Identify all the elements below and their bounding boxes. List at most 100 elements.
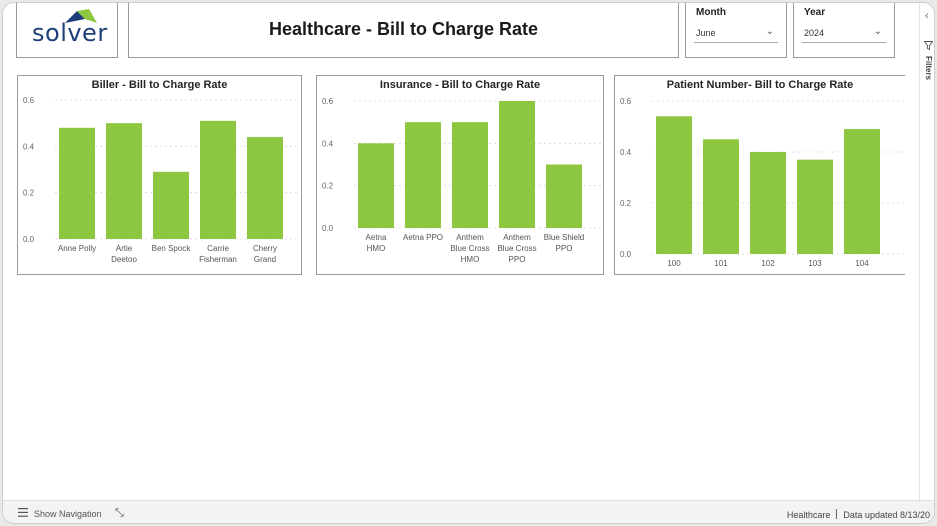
x-tick-label-line: 101 — [714, 259, 728, 268]
x-tick-label-line: Ben Spock — [152, 244, 192, 253]
bar — [656, 116, 692, 254]
bar — [358, 143, 394, 228]
x-tick-label: 102 — [761, 259, 775, 268]
month-dropdown-value: June — [696, 28, 716, 38]
y-tick-label: 0.2 — [322, 182, 334, 191]
y-tick-label: 0.2 — [620, 199, 632, 208]
logo-card: solver — [16, 3, 118, 58]
y-tick-label: 0.4 — [620, 148, 632, 157]
year-dropdown[interactable]: 2024 ⌄ — [802, 23, 886, 43]
x-tick-label: Aetna HMO — [366, 233, 387, 253]
bar — [703, 139, 739, 254]
x-tick-label: 103 — [808, 259, 822, 268]
x-tick-label-line: PPO — [556, 244, 573, 253]
x-tick-label-line: Deetoo — [111, 255, 137, 264]
chart-title: Biller - Bill to Charge Rate — [91, 79, 228, 91]
patient-number-chart-svg: 0.0 0.2 0.4 0.6 100 101 102 103 104 — [620, 97, 905, 268]
x-tick-label-line: Blue Cross — [497, 244, 536, 253]
month-slicer: Month June ⌄ — [685, 3, 787, 58]
filter-icon — [924, 41, 933, 50]
chevron-left-icon[interactable]: ‹ — [925, 10, 929, 22]
x-tick-label-line: 102 — [761, 259, 775, 268]
biller-chart[interactable]: Biller - Bill to Charge Rate 0.0 0.2 0.4 0.… — [17, 75, 302, 275]
x-tick-label-line: Anthem — [503, 233, 531, 242]
logo-mark-icon — [65, 9, 97, 23]
logo-text: solver — [32, 19, 108, 47]
x-tick-label-line: HMO — [367, 244, 386, 253]
x-tick-label-line: Carrie — [207, 244, 229, 253]
insurance-chart[interactable]: Insurance - Bill to Charge Rate 0.0 0.2 0.… — [316, 75, 604, 275]
bar — [405, 122, 441, 228]
y-tick-label: 0.4 — [23, 142, 35, 151]
x-tick-label-line: Blue Cross — [450, 244, 489, 253]
bar — [499, 101, 535, 228]
chart-title: Insurance - Bill to Charge Rate — [379, 79, 541, 91]
page-name: Healthcare — [786, 510, 831, 520]
bar — [452, 122, 488, 228]
x-tick-label-line: Fisherman — [199, 255, 237, 264]
year-slicer: Year 2024 ⌄ — [793, 3, 895, 58]
month-dropdown[interactable]: June ⌄ — [694, 23, 778, 43]
x-tick-label-line: Cherry — [253, 244, 277, 253]
bar — [797, 159, 833, 254]
filters-pane[interactable]: ‹ Filters — [919, 3, 934, 500]
x-tick-label: Anthem Blue Cross PPO — [497, 233, 536, 264]
x-tick-label: 104 — [855, 259, 869, 268]
x-tick-label-line: Artie — [116, 244, 133, 253]
y-tick-label: 0.6 — [620, 97, 632, 106]
title-card: Healthcare - Bill to Charge Rate — [128, 3, 679, 58]
footer-status: Healthcare Data updated 8/13/20 — [787, 509, 930, 520]
y-tick-label: 0.0 — [620, 250, 632, 259]
y-tick-label: 0.2 — [23, 189, 35, 198]
x-tick-label-line: 100 — [667, 259, 681, 268]
data-updated-text: Data updated 8/13/20 — [843, 510, 930, 520]
month-slicer-label: Month — [696, 7, 726, 18]
x-tick-label: Carrie Fisherman — [199, 244, 237, 264]
bottom-bar: Show Navigation ⤡ Healthcare Data updated… — [3, 500, 934, 523]
x-tick-label: Aetna PPO — [403, 233, 443, 242]
y-tick-label: 0.0 — [322, 224, 334, 233]
x-tick-label: Ben Spock — [152, 244, 192, 253]
chevron-down-icon: ⌄ — [873, 26, 882, 37]
x-tick-label-line: Blue Shield — [544, 233, 584, 242]
y-tick-label: 0.6 — [322, 97, 334, 106]
biller-chart-svg: 0.0 0.2 0.4 0.6 Anne Polly Artie Deetoo Ben Spo… — [23, 96, 298, 264]
x-tick-label-line: Anthem — [456, 233, 484, 242]
chart-title: Patient Number- Bill to Charge Rate — [666, 79, 854, 91]
year-dropdown-value: 2024 — [804, 28, 825, 38]
bar — [844, 129, 880, 254]
x-tick-label-line: 104 — [855, 259, 869, 268]
x-tick-label: Cherry Grand — [253, 244, 277, 264]
y-tick-label: 0.6 — [23, 96, 35, 105]
y-tick-label: 0.4 — [322, 139, 334, 148]
filters-label: Filters — [924, 56, 933, 81]
hamburger-menu-icon[interactable] — [18, 508, 28, 517]
bar — [153, 171, 189, 239]
x-tick-label-line: Aetna — [366, 233, 387, 242]
chevron-down-icon: ⌄ — [765, 26, 774, 37]
x-tick-label: Anne Polly — [58, 244, 96, 253]
insurance-chart-svg: 0.0 0.2 0.4 0.6 Aetna HMO Aetna PPO Anthem Blue … — [322, 97, 601, 264]
x-tick-label: Artie Deetoo — [111, 244, 137, 264]
bar — [750, 152, 786, 254]
year-slicer-label: Year — [804, 7, 826, 18]
bar — [247, 137, 283, 239]
divider — [836, 509, 838, 519]
bar — [106, 123, 142, 239]
x-tick-label: 100 — [667, 259, 681, 268]
y-tick-label: 0.0 — [23, 235, 35, 244]
x-tick-label: Blue Shield PPO — [544, 233, 584, 253]
x-tick-label-line: PPO — [509, 255, 526, 264]
x-tick-label-line: Aetna PPO — [403, 233, 443, 242]
x-tick-label-line: Anne Polly — [58, 244, 96, 253]
bar — [200, 120, 236, 239]
show-navigation-button[interactable]: Show Navigation — [34, 509, 102, 519]
x-tick-label: Anthem Blue Cross HMO — [450, 233, 489, 264]
bar — [59, 127, 95, 239]
x-tick-label-line: 103 — [808, 259, 822, 268]
page-title: Healthcare - Bill to Charge Rate — [268, 19, 539, 39]
patient-number-chart[interactable]: Patient Number- Bill to Charge Rate 0.0 0… — [614, 75, 905, 275]
collapse-arrows-icon[interactable]: ⤡ — [115, 507, 124, 519]
x-tick-label: 101 — [714, 259, 728, 268]
